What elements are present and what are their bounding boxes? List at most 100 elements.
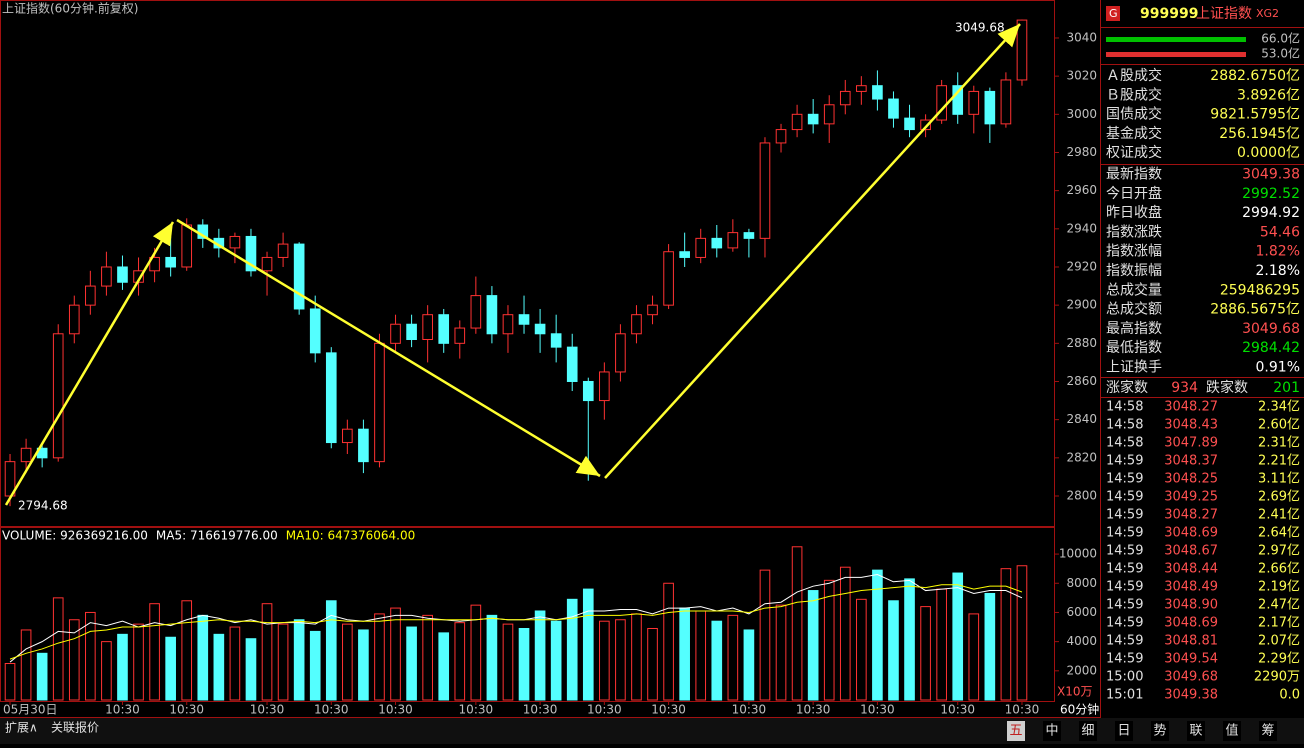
button-bg[interactable] — [1151, 721, 1169, 741]
tick-volume: 2.97亿 — [1258, 544, 1300, 559]
y-tick-label: 2880 — [1066, 336, 1097, 350]
button-bg[interactable] — [1007, 721, 1025, 741]
candle-body — [839, 90, 851, 106]
y-tick-label: 2860 — [1066, 374, 1097, 388]
y-tick-label: 2980 — [1066, 145, 1097, 159]
bar-label: 66.0亿 — [1261, 31, 1300, 46]
candle-body — [679, 251, 690, 258]
tick-volume: 2.29亿 — [1258, 652, 1300, 667]
ma-line — [9, 584, 1023, 660]
candle-body — [181, 224, 193, 268]
candle-body — [502, 314, 514, 335]
row-label: Ｂ股成交 — [1106, 86, 1162, 103]
footer-tab[interactable]: 扩展∧ — [5, 721, 38, 735]
volume-bar — [358, 629, 369, 701]
candle-body — [952, 85, 964, 115]
button-bg[interactable] — [1223, 721, 1241, 741]
volume-bar — [261, 603, 273, 701]
row-value: 2882.6750亿 — [1210, 68, 1300, 84]
volume-bar — [647, 627, 658, 701]
volume-bar — [101, 641, 112, 701]
button[interactable]: 五 — [1009, 724, 1022, 739]
tick-time: 14:59 — [1106, 616, 1143, 631]
candle-body — [807, 113, 819, 125]
volume-bar — [165, 636, 176, 701]
trend-arrows — [4, 23, 1021, 506]
button-bg[interactable] — [1187, 721, 1205, 741]
row-value: 54.46 — [1260, 224, 1300, 240]
y-tick-label: 3040 — [1066, 30, 1097, 44]
volume-bar — [133, 623, 144, 701]
tick-price: 3048.43 — [1164, 418, 1218, 433]
row-label: 总成交额 — [1106, 301, 1162, 318]
row-label: 最新指数 — [1106, 167, 1162, 183]
volume-bar — [791, 546, 803, 701]
tick-volume: 2.21亿 — [1258, 454, 1300, 469]
breadth-value: 201 — [1273, 380, 1300, 396]
x-tick-label: 10:30 — [314, 703, 349, 717]
x-tick-label: 10:30 — [378, 703, 413, 717]
button[interactable]: 联 — [1189, 724, 1202, 739]
chart-title: 上证指数(60分钟.前复权) — [2, 1, 138, 16]
candle-body — [149, 256, 160, 272]
row-label: 上证换手 — [1106, 359, 1162, 376]
tick-time: 14:59 — [1106, 580, 1143, 595]
candle-body — [663, 251, 674, 306]
button[interactable]: 值 — [1225, 723, 1238, 739]
row-value: 3049.38 — [1242, 167, 1300, 183]
volume-bar — [904, 578, 915, 701]
volume-bar — [920, 606, 931, 701]
tick-volume: 2.07亿 — [1258, 634, 1300, 649]
volume-bar — [952, 572, 964, 701]
tick-time: 14:59 — [1106, 634, 1143, 649]
button[interactable]: 中 — [1045, 724, 1058, 739]
tick-time: 14:59 — [1106, 562, 1143, 577]
row-label: 基金成交 — [1106, 125, 1162, 142]
tick-volume: 2.31亿 — [1258, 436, 1300, 451]
tick-price: 3049.25 — [1164, 490, 1218, 505]
button-bg[interactable] — [1043, 721, 1061, 741]
button-bg[interactable] — [1115, 721, 1133, 741]
x-tick-label: 10:30 — [860, 703, 895, 717]
tick-time: 15:00 — [1106, 670, 1143, 685]
tick-volume: 2.34亿 — [1258, 400, 1300, 415]
volume-bar — [695, 610, 707, 701]
tick-time: 14:59 — [1106, 526, 1143, 541]
candle-body — [984, 90, 996, 125]
candle-body — [406, 323, 417, 341]
candle-body — [759, 142, 771, 239]
volume-bar — [197, 614, 209, 701]
row-label: 国债成交 — [1106, 106, 1162, 123]
y-tick-label: 2820 — [1066, 450, 1097, 464]
volume-bar — [181, 600, 193, 701]
x-tick-label: 10:30 — [732, 703, 767, 717]
footer-tab[interactable]: 关联报价 — [51, 720, 99, 735]
y-tick-label: 2920 — [1066, 259, 1097, 273]
button[interactable]: 势 — [1153, 723, 1166, 739]
candle-body — [277, 243, 289, 258]
volume-bar — [470, 604, 482, 701]
x-tick-label: 10:30 — [459, 703, 494, 717]
volume-bar — [872, 569, 883, 701]
candle-body — [823, 104, 835, 125]
candle-body — [245, 235, 257, 272]
volume-bar — [984, 592, 996, 701]
period[interactable]: 60分钟 — [1060, 702, 1099, 717]
button[interactable]: 筹 — [1261, 723, 1274, 739]
tick-volume: 2.64亿 — [1258, 526, 1300, 541]
tick-price: 3049.68 — [1164, 670, 1218, 685]
candle-body — [85, 285, 96, 306]
button[interactable]: 细 — [1081, 724, 1094, 739]
tick-price: 3048.25 — [1164, 472, 1218, 487]
button[interactable]: 日 — [1117, 724, 1130, 739]
volume-bar — [968, 613, 980, 701]
candle-body — [358, 428, 369, 463]
button-bg[interactable] — [1079, 721, 1097, 741]
row-value: 3.8926亿 — [1237, 87, 1300, 103]
candle-body — [615, 333, 626, 373]
x-tick-label: 10:30 — [940, 703, 975, 717]
candle-body — [1000, 79, 1012, 125]
volume-bar — [406, 626, 417, 701]
button-bg[interactable] — [1259, 721, 1277, 741]
